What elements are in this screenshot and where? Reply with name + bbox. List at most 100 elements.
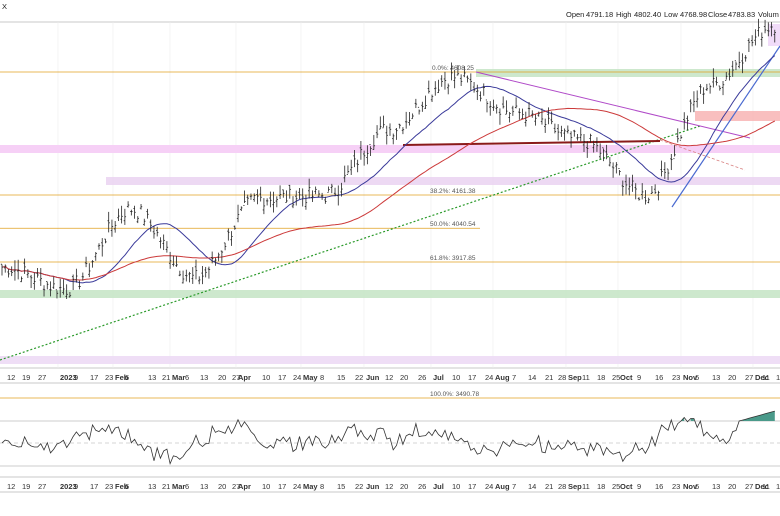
x-tick-bottom: 6 bbox=[125, 482, 129, 491]
x-tick-top: 10 bbox=[452, 373, 460, 382]
x-tick-bottom: 13 bbox=[712, 482, 720, 491]
x-tick-top: 27 bbox=[38, 373, 46, 382]
x-tick-top: 12 bbox=[385, 373, 393, 382]
x-tick-top: Nov bbox=[683, 373, 698, 382]
x-tick-bottom: 11 bbox=[582, 482, 590, 491]
x-tick-bottom: 11 bbox=[762, 482, 770, 491]
x-tick-bottom: 10 bbox=[262, 482, 270, 491]
chart-header: X Open 4791.18 High 4802.40 Low 4768.98 … bbox=[2, 2, 779, 19]
dashed-extension bbox=[659, 139, 746, 171]
x-tick-top: Mar bbox=[172, 373, 185, 382]
high-value: 4802.40 bbox=[634, 10, 661, 19]
x-tick-bottom: 6 bbox=[185, 482, 189, 491]
x-tick-top: 8 bbox=[320, 373, 324, 382]
fib-label: 50.0%: 4040.54 bbox=[430, 221, 476, 228]
x-tick-top: 20 bbox=[218, 373, 226, 382]
long-term-dotted-trendline bbox=[0, 125, 701, 361]
x-tick-bottom: Mar bbox=[172, 482, 185, 491]
low-value: 4768.98 bbox=[680, 10, 707, 19]
x-tick-bottom: 27 bbox=[38, 482, 46, 491]
x-tick-bottom: 24 bbox=[485, 482, 493, 491]
x-tick-bottom: 26 bbox=[418, 482, 426, 491]
x-tick-bottom: 25 bbox=[612, 482, 620, 491]
x-tick-top: 6 bbox=[185, 373, 189, 382]
x-tick-bottom: 12 bbox=[7, 482, 15, 491]
x-tick-top: 24 bbox=[485, 373, 493, 382]
x-tick-top: 9 bbox=[74, 373, 78, 382]
x-tick-bottom: May bbox=[303, 482, 318, 491]
volume-label: Volum bbox=[758, 10, 779, 19]
x-tick-bottom: 2023 bbox=[60, 482, 77, 491]
x-tick-top: 14 bbox=[528, 373, 536, 382]
x-tick-top: Sep bbox=[568, 373, 582, 382]
open-value: 4791.18 bbox=[586, 10, 613, 19]
x-tick-top: 17 bbox=[278, 373, 286, 382]
long-moving-average bbox=[1, 107, 776, 281]
pink-zone-bottom bbox=[0, 356, 780, 364]
close-value: 4783.83 bbox=[728, 10, 755, 19]
x-tick-bottom: 23 bbox=[105, 482, 113, 491]
x-tick-bottom: 21 bbox=[545, 482, 553, 491]
x-tick-top: 12 bbox=[7, 373, 15, 382]
x-tick-top: 21 bbox=[162, 373, 170, 382]
x-tick-top: 6 bbox=[695, 373, 699, 382]
x-tick-bottom: Apr bbox=[238, 482, 251, 491]
x-tick-top: Oct bbox=[620, 373, 633, 382]
high-label: High bbox=[616, 10, 631, 19]
x-tick-bottom: 17 bbox=[278, 482, 286, 491]
x-tick-top: 13 bbox=[200, 373, 208, 382]
x-tick-bottom: Aug bbox=[495, 482, 510, 491]
x-tick-top: 17 bbox=[90, 373, 98, 382]
x-tick-top: May bbox=[303, 373, 318, 382]
x-tick-bottom: 7 bbox=[512, 482, 516, 491]
x-tick-top: 16 bbox=[655, 373, 663, 382]
x-tick-bottom: 22 bbox=[355, 482, 363, 491]
pink-zone-fib bbox=[106, 177, 780, 185]
purple-down-trendline bbox=[475, 71, 751, 139]
x-tick-bottom: Jun bbox=[366, 482, 380, 491]
x-tick-top: 22 bbox=[355, 373, 363, 382]
fib-label: 0.0%: 4608.25 bbox=[432, 65, 474, 72]
x-tick-top: Dec bbox=[755, 373, 769, 382]
x-tick-bottom: 19 bbox=[22, 482, 30, 491]
x-tick-top: Aug bbox=[495, 373, 510, 382]
x-tick-top: 27 bbox=[232, 373, 240, 382]
indicator-panel bbox=[0, 410, 780, 467]
x-tick-top: 26 bbox=[418, 373, 426, 382]
x-tick-top: 10 bbox=[262, 373, 270, 382]
x-tick-top: Feb bbox=[115, 373, 129, 382]
x-tick-bottom: Nov bbox=[683, 482, 698, 491]
price-bars bbox=[0, 18, 776, 299]
x-tick-bottom: 9 bbox=[74, 482, 78, 491]
x-tick-top: 15 bbox=[337, 373, 345, 382]
x-tick-top: 19 bbox=[22, 373, 30, 382]
x-tick-bottom: 28 bbox=[558, 482, 566, 491]
x-tick-bottom: 20 bbox=[218, 482, 226, 491]
x-tick-bottom: Dec bbox=[755, 482, 769, 491]
zones bbox=[0, 24, 780, 364]
x-tick-top: 23 bbox=[105, 373, 113, 382]
x-tick-bottom: 17 bbox=[90, 482, 98, 491]
x-tick-bottom: Feb bbox=[115, 482, 129, 491]
x-tick-top: 18 bbox=[776, 373, 780, 382]
trendlines bbox=[0, 45, 780, 361]
x-tick-top: 27 bbox=[745, 373, 753, 382]
x-tick-top: 17 bbox=[468, 373, 476, 382]
x-tick-top: 13 bbox=[148, 373, 156, 382]
x-tick-top: 7 bbox=[512, 373, 516, 382]
x-tick-bottom: 18 bbox=[597, 482, 605, 491]
x-tick-bottom: Oct bbox=[620, 482, 633, 491]
x-tick-bottom: 27 bbox=[232, 482, 240, 491]
low-label: Low bbox=[664, 10, 678, 19]
x-tick-top: 23 bbox=[672, 373, 680, 382]
x-tick-bottom: 16 bbox=[655, 482, 663, 491]
x-tick-bottom: 23 bbox=[672, 482, 680, 491]
x-tick-top: 28 bbox=[558, 373, 566, 382]
close-label: Close bbox=[708, 10, 727, 19]
x-tick-bottom: 13 bbox=[148, 482, 156, 491]
x-tick-bottom: 13 bbox=[200, 482, 208, 491]
x-tick-top: 24 bbox=[293, 373, 301, 382]
x-tick-top: 6 bbox=[125, 373, 129, 382]
x-tick-top: 9 bbox=[637, 373, 641, 382]
